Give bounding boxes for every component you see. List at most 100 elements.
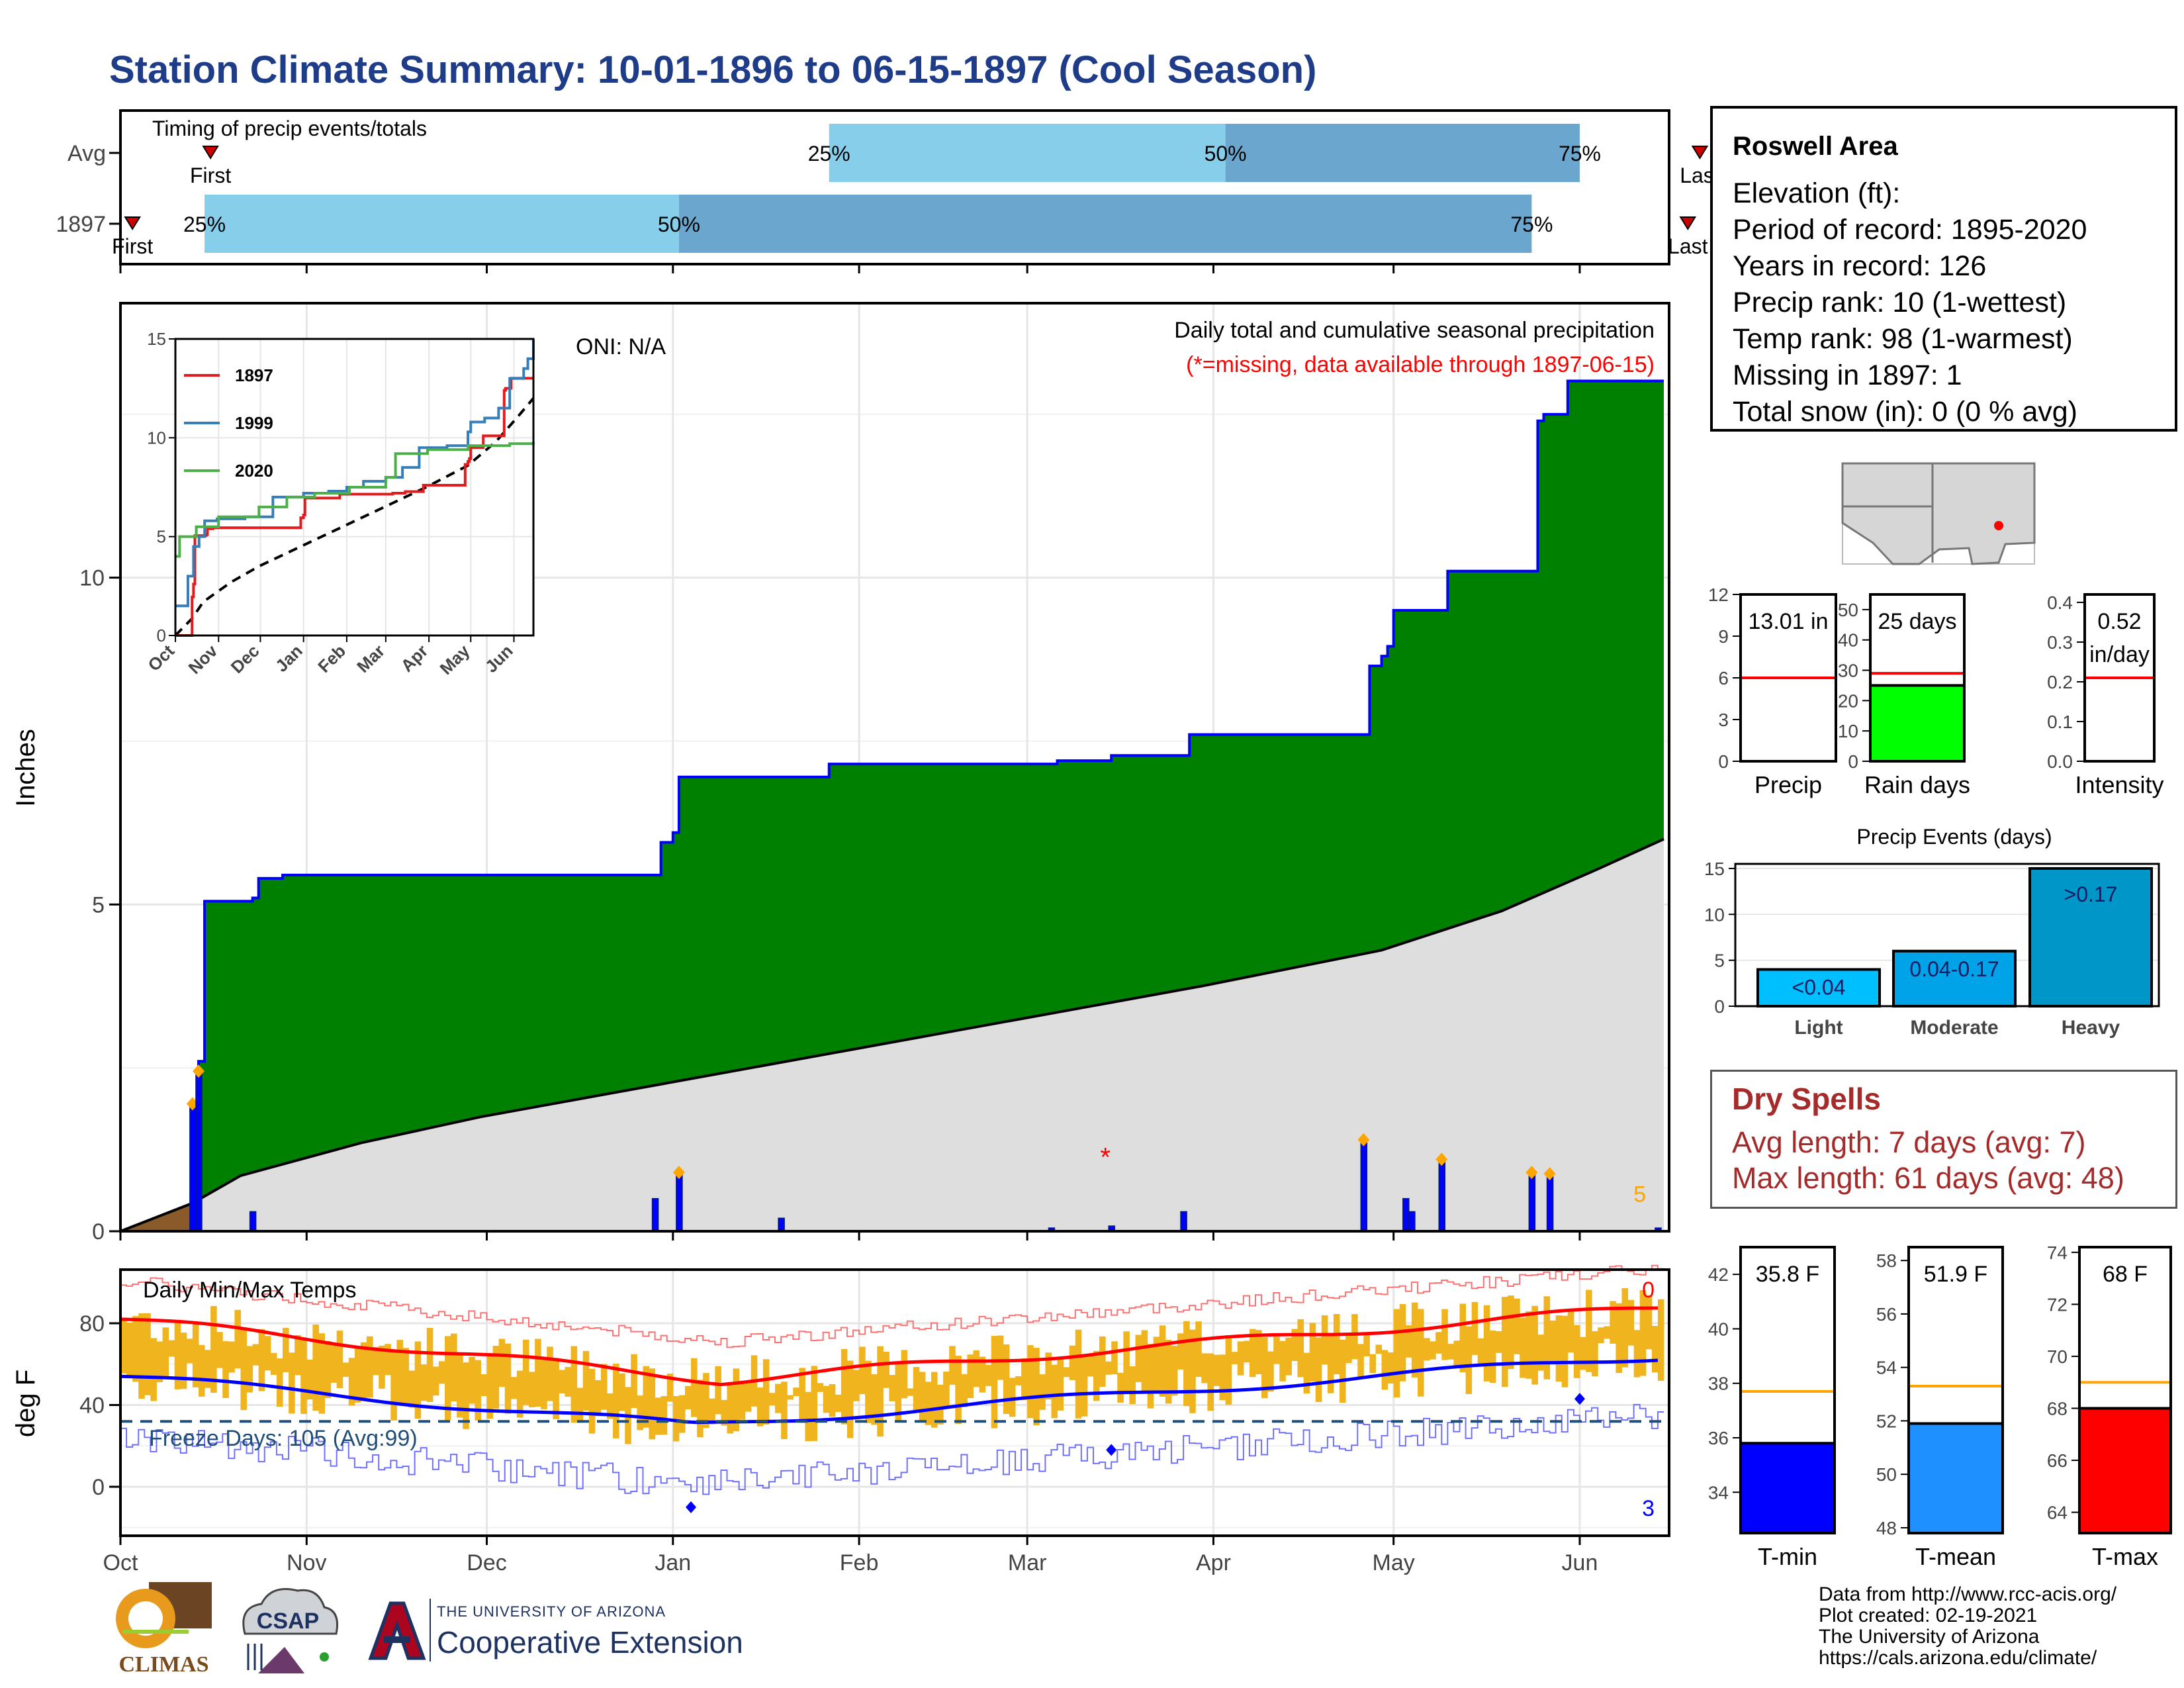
temp-bar-label: T-min: [1758, 1543, 1817, 1570]
month-label: Feb: [840, 1550, 879, 1575]
temp-range-bar: [637, 1395, 643, 1430]
mini-ytick-label: 0.0: [2047, 751, 2073, 772]
credit-plot-date: Plot created: 02-19-2021: [1819, 1605, 2038, 1626]
temp-range-bar: [354, 1346, 361, 1403]
timing-row-label: 1897: [56, 212, 106, 237]
temp-range-bar: [1604, 1326, 1610, 1339]
daily-precip-bar: [1180, 1211, 1187, 1232]
daily-precip-bar: [676, 1172, 683, 1232]
temp-bar-label: T-max: [2092, 1543, 2158, 1570]
dry-spells-box: Dry Spells Avg length: 7 days (avg: 7) M…: [1710, 1070, 2177, 1209]
mini-bar-label: Intensity: [2075, 771, 2163, 798]
temp-range-bar: [739, 1382, 746, 1420]
temp-range-bar: [565, 1367, 572, 1397]
temp-range-bar: [348, 1358, 355, 1406]
temp-range-bar: [228, 1341, 235, 1373]
temp-range-bar: [829, 1383, 836, 1417]
temp-range-bar: [192, 1321, 199, 1387]
temp-range-bar: [805, 1391, 812, 1442]
temp-range-bar: [1447, 1344, 1454, 1360]
precip-event-category: Light: [1794, 1017, 1843, 1039]
temp-range-bar: [498, 1338, 506, 1387]
temp-bar-ytick-label: 56: [1876, 1304, 1897, 1325]
temp-range-bar: [457, 1354, 463, 1418]
temp-range-bar: [853, 1370, 860, 1401]
temp-range-bar: [252, 1344, 259, 1366]
temp-range-bar: [1099, 1336, 1106, 1387]
temp-range-bar: [1477, 1338, 1484, 1365]
temp-range-bar: [937, 1384, 944, 1425]
heavy-event-marker: [1525, 1166, 1538, 1180]
events-ytick-label: 15: [1704, 859, 1725, 879]
heavy-event-marker: [1357, 1133, 1370, 1147]
info-temp-rank: Temp rank: 98 (1-warmest): [1733, 323, 2073, 355]
temp-range-bar: [1615, 1303, 1622, 1374]
temp-range-bar: [240, 1329, 248, 1411]
temp-range-bar: [1003, 1344, 1010, 1415]
temp-range-bar: [1651, 1325, 1659, 1373]
info-period: Period of record: 1895-2020: [1733, 214, 2087, 246]
temp-range-bar: [432, 1366, 439, 1396]
daily-precip-bar: [189, 1103, 197, 1232]
temp-range-bar: [1237, 1341, 1244, 1376]
timing-bar-25-50: [829, 124, 1226, 182]
temp-range-bar: [289, 1352, 295, 1414]
temp-range-bar: [408, 1370, 416, 1408]
temp-range-bar: [1075, 1329, 1082, 1419]
temp-range-bar: [1297, 1319, 1304, 1378]
temp-range-bar: [1129, 1366, 1136, 1405]
temp-range-bar: [1177, 1333, 1184, 1370]
average-cumulative-area: [120, 839, 1664, 1231]
heavy-event-marker: [192, 1064, 205, 1078]
temp-value-bar: [1739, 1442, 1836, 1534]
avg-max-temp-line: [120, 1306, 1658, 1387]
temp-range-bar: [168, 1340, 175, 1357]
temp-range-bar: [246, 1346, 253, 1393]
precip-ytick-label: 0: [92, 1219, 105, 1244]
temp-range-bar: [504, 1343, 512, 1414]
temp-range-bar: [613, 1363, 619, 1438]
temp-range-bar: [1543, 1296, 1551, 1380]
mini-ytick-label: 0.3: [2047, 632, 2073, 653]
temp-value-bar: [2078, 1407, 2172, 1535]
info-precip-rank: Precip rank: 10 (1-wettest): [1733, 287, 2067, 318]
temp-range-bar: [877, 1346, 884, 1437]
precip-event-category: Heavy: [2062, 1017, 2120, 1039]
temp-range-bar: [582, 1350, 590, 1411]
station-info-box: Roswell Area Elevation (ft): Period of r…: [1710, 106, 2177, 432]
temp-range-bar: [883, 1351, 889, 1388]
credit-university: The University of Arizona: [1819, 1626, 2040, 1648]
precip-note-2: (*=missing, data available through 1897-…: [1186, 352, 1655, 377]
temp-range-bar: [516, 1370, 523, 1418]
temp-range-bar: [811, 1366, 818, 1441]
temp-range-bar: [1621, 1288, 1629, 1368]
temp-range-bar: [925, 1382, 932, 1425]
temp-range-bar: [510, 1377, 518, 1399]
inset-line-2020: [175, 442, 535, 558]
temp-bar-ytick-label: 64: [2047, 1503, 2068, 1523]
temp-range-bar: [1051, 1364, 1058, 1419]
temp-range-bar: [787, 1395, 794, 1400]
temp-range-bar: [463, 1362, 469, 1429]
heavy-event-marker: [1543, 1167, 1556, 1181]
temp-range-bar: [402, 1348, 410, 1404]
temp-bar-ytick-label: 40: [1708, 1319, 1729, 1339]
mini-ytick-label: 0: [1718, 751, 1729, 772]
temp-bar-ytick-label: 50: [1876, 1464, 1897, 1485]
temp-range-bar: [1555, 1315, 1563, 1382]
temp-range-bar: [1123, 1331, 1130, 1391]
temp-range-bar: [1357, 1344, 1364, 1378]
mini-ytick-label: 0: [1848, 751, 1858, 772]
temp-range-bar: [1243, 1340, 1250, 1363]
temp-range-bar: [846, 1360, 854, 1438]
mini-value-bar: [1869, 684, 1966, 763]
temp-range-bar: [324, 1340, 332, 1399]
temp-range-bar: [1393, 1309, 1400, 1398]
mini-bar-label: Precip: [1754, 771, 1822, 798]
ua-line1: THE UNIVERSITY OF ARIZONA: [437, 1603, 666, 1620]
temp-range-bar: [222, 1341, 229, 1399]
page-title: Station Climate Summary: 10-01-1896 to 0…: [109, 48, 1317, 91]
month-label: Oct: [103, 1550, 138, 1575]
temp-range-bar: [1405, 1325, 1412, 1358]
temp-bar-ytick-label: 68: [2047, 1398, 2068, 1419]
